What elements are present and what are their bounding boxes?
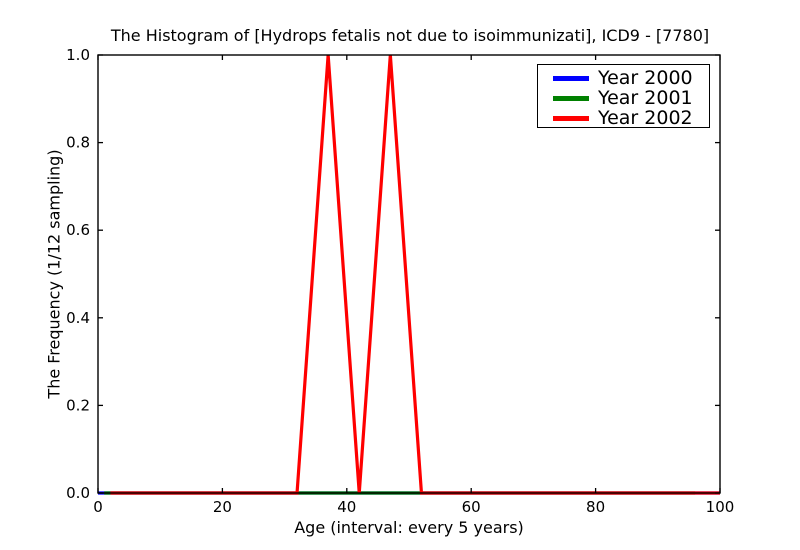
x-axis-label: Age (interval: every 5 years) (294, 518, 524, 537)
y-tick-label: 0.6 (66, 221, 90, 239)
legend-item-year-2000: Year 2000 (553, 68, 703, 88)
legend: Year 2000 Year 2001 Year 2002 (537, 64, 710, 128)
x-tick-label: 0 (93, 498, 103, 516)
legend-line-year-2000 (553, 75, 589, 81)
x-tick-label: 60 (462, 498, 481, 516)
x-tick-label: 20 (213, 498, 232, 516)
y-tick-label: 0.0 (66, 484, 90, 502)
y-tick-label: 0.2 (66, 396, 90, 414)
legend-label-year-2000: Year 2000 (598, 67, 693, 89)
legend-label-year-2002: Year 2002 (598, 107, 693, 129)
legend-item-year-2002: Year 2002 (553, 108, 703, 128)
x-tick-label: 80 (586, 498, 605, 516)
chart-title: The Histogram of [Hydrops fetalis not du… (110, 26, 710, 45)
legend-line-year-2002 (553, 115, 589, 121)
x-tick-label: 100 (706, 498, 735, 516)
x-tick-label: 40 (337, 498, 356, 516)
legend-label-year-2001: Year 2001 (598, 87, 693, 109)
legend-line-year-2001 (553, 95, 589, 101)
y-tick-label: 1.0 (66, 46, 90, 64)
axes-frame (97, 54, 721, 494)
y-tick-label: 0.4 (66, 309, 90, 327)
y-tick-label: 0.8 (66, 134, 90, 152)
y-axis-label: The Frequency (1/12 sampling) (44, 149, 64, 399)
legend-item-year-2001: Year 2001 (553, 88, 703, 108)
